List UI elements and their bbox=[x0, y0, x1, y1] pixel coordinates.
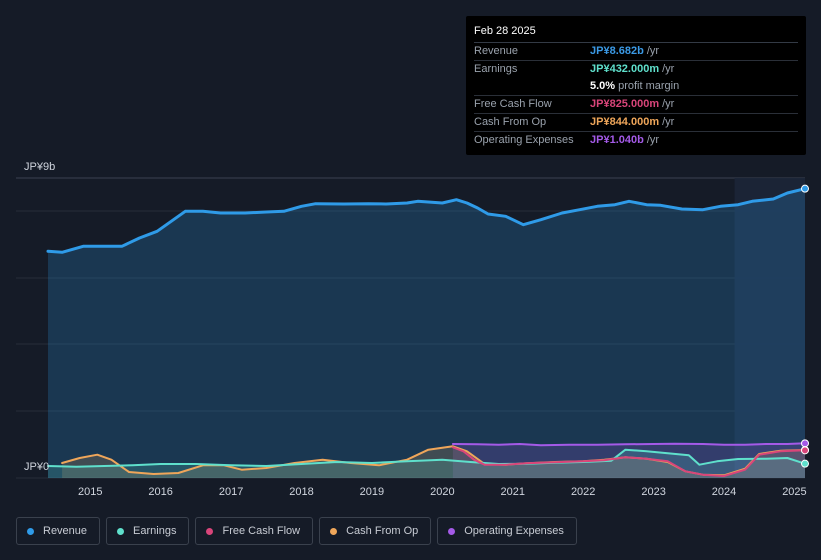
tooltip-value: JP¥1.040b bbox=[590, 134, 644, 146]
tooltip-unit: /yr bbox=[662, 63, 675, 75]
x-tick-label: 2017 bbox=[219, 486, 243, 498]
tooltip-unit: /yr bbox=[646, 134, 660, 146]
tooltip-row-earnings: Earnings JP¥432.000m /yr bbox=[474, 61, 798, 78]
y-axis-bottom-label: JP¥0 bbox=[24, 461, 49, 473]
legend-label: Operating Expenses bbox=[464, 525, 564, 537]
tooltip-row-profit-margin: 5.0% profit margin bbox=[474, 78, 798, 96]
free-cash-flow-endpoint bbox=[801, 446, 809, 455]
tooltip-row-operating-expenses: Operating Expenses JP¥1.040b /yr bbox=[474, 132, 798, 149]
tooltip-row-cash-from-op: Cash From Op JP¥844.000m /yr bbox=[474, 114, 798, 132]
legend-item-revenue[interactable]: Revenue bbox=[16, 517, 101, 545]
tooltip-label: Revenue bbox=[474, 45, 519, 57]
x-axis-ticks: 2015 2016 2017 2018 2019 2020 2021 2022 2023 2024… bbox=[78, 486, 807, 498]
legend-item-cash-from-op[interactable]: Cash From Op bbox=[319, 517, 432, 545]
legend-dot-icon bbox=[27, 527, 34, 535]
tooltip-label: Cash From Op bbox=[474, 116, 547, 128]
grid-lines bbox=[16, 177, 805, 479]
forecast-band bbox=[734, 178, 805, 478]
tooltip-unit: profit margin bbox=[618, 80, 680, 92]
free-cash-flow-line bbox=[451, 446, 806, 477]
x-tick-label: 2020 bbox=[430, 486, 454, 498]
revenue-line bbox=[46, 187, 807, 254]
earnings-area bbox=[48, 449, 805, 478]
earnings-endpoint bbox=[801, 459, 809, 468]
x-tick-label: 2018 bbox=[289, 486, 313, 498]
x-tick-label: 2021 bbox=[501, 486, 525, 498]
revenue-endpoint bbox=[801, 184, 809, 193]
legend-label: Cash From Op bbox=[346, 525, 419, 537]
y-axis-top-label: JP¥9b bbox=[24, 161, 55, 173]
legend-dot-icon bbox=[448, 527, 456, 535]
tooltip-value: JP¥825.000m bbox=[590, 98, 660, 110]
legend-label: Earnings bbox=[133, 525, 177, 537]
series-lines bbox=[46, 187, 807, 477]
legend-item-earnings[interactable]: Earnings bbox=[106, 517, 190, 545]
legend-dot-icon bbox=[330, 527, 338, 535]
x-tick-label: 2024 bbox=[712, 486, 736, 498]
tooltip-label: Free Cash Flow bbox=[474, 98, 552, 110]
tooltip-value: JP¥844.000m bbox=[590, 116, 660, 128]
x-tick-label: 2022 bbox=[571, 486, 595, 498]
tooltip-unit: /yr bbox=[646, 45, 660, 57]
tooltip-value: JP¥8.682b bbox=[590, 45, 644, 57]
series-endpoints bbox=[801, 184, 809, 468]
x-tick-label: 2016 bbox=[148, 486, 172, 498]
x-tick-label: 2015 bbox=[78, 486, 102, 498]
legend-label: Free Cash Flow bbox=[222, 525, 301, 537]
tooltip-label: Operating Expenses bbox=[474, 134, 574, 146]
legend-dot-icon bbox=[117, 527, 125, 535]
tooltip-unit: /yr bbox=[662, 116, 675, 128]
tooltip-date: Feb 28 2025 bbox=[474, 24, 798, 43]
tooltip-value: JP¥432.000m bbox=[590, 63, 660, 75]
chart-legend: Revenue Earnings Free Cash Flow Cash Fro… bbox=[16, 517, 577, 545]
tooltip-label bbox=[474, 78, 590, 95]
series-areas bbox=[48, 188, 806, 478]
tooltip-row-free-cash-flow: Free Cash Flow JP¥825.000m /yr bbox=[474, 96, 798, 114]
tooltip-label: Earnings bbox=[474, 63, 518, 75]
legend-item-free-cash-flow[interactable]: Free Cash Flow bbox=[195, 517, 314, 545]
x-tick-label: 2025 bbox=[782, 486, 806, 498]
operating-expenses-endpoint bbox=[801, 439, 809, 448]
legend-dot-icon bbox=[206, 527, 214, 535]
legend-label: Revenue bbox=[43, 525, 88, 537]
x-tick-label: 2023 bbox=[641, 486, 665, 498]
revenue-area bbox=[48, 188, 805, 478]
operating-expenses-line bbox=[451, 442, 806, 447]
tooltip-value: 5.0% bbox=[590, 80, 616, 92]
tooltip-row-revenue: Revenue JP¥8.682b /yr bbox=[474, 43, 798, 61]
operating-expenses-area bbox=[452, 443, 805, 478]
x-tick-label: 2019 bbox=[360, 486, 384, 498]
tooltip-unit: /yr bbox=[662, 98, 675, 110]
data-tooltip: Feb 28 2025 Revenue JP¥8.682b /yr Earnin… bbox=[466, 16, 806, 155]
legend-item-operating-expenses[interactable]: Operating Expenses bbox=[437, 517, 577, 545]
